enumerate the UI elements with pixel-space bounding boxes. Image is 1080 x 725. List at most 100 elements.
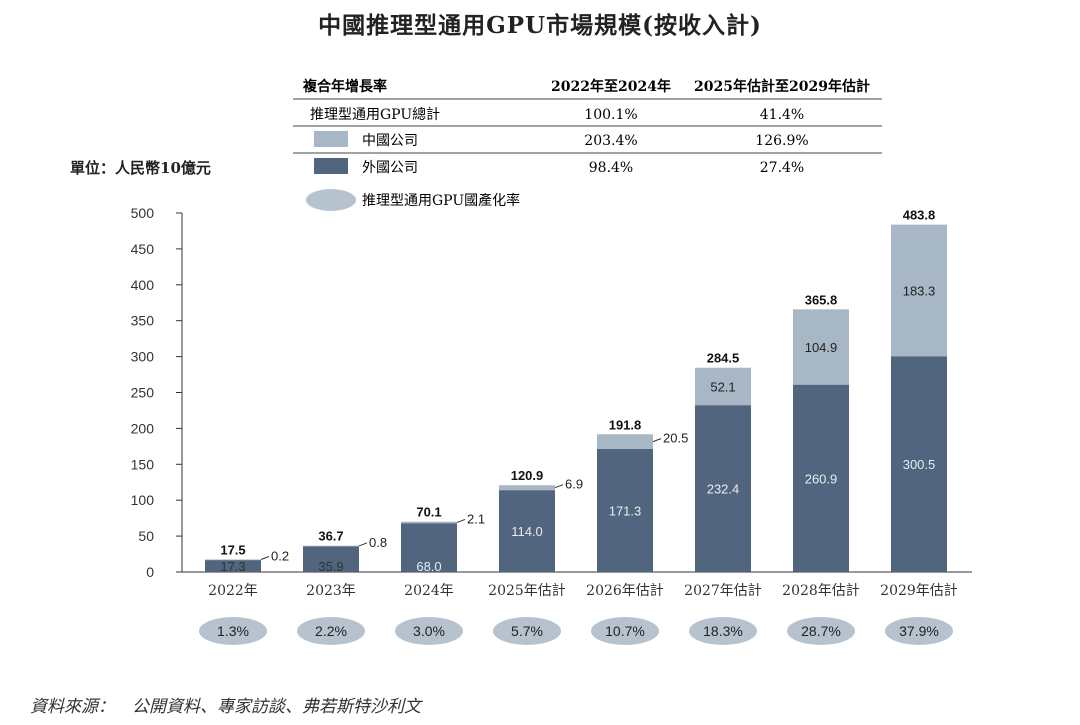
total-label: 36.7: [318, 529, 343, 544]
localization-rate-label: 2.2%: [315, 623, 347, 639]
x-tick-label: 2023年: [306, 583, 356, 599]
cagr-table: 複合年增長率 2022年至2024年 2025年估計至2029年估計 推理型通用…: [293, 78, 882, 211]
bar-domestic: [401, 521, 457, 524]
chart-title: 中國推理型通用GPU市場規模(按收入計): [318, 12, 762, 39]
bar-foreign: [205, 559, 261, 572]
x-tick-label: 2025年估計: [488, 583, 566, 599]
rate-legend-label: 推理型通用GPU國產化率: [362, 192, 520, 209]
x-tick-label: 2024年: [404, 583, 454, 599]
bar-foreign: [793, 384, 849, 572]
y-tick-label: 100: [131, 492, 155, 508]
x-tick-label: 2029年估計: [880, 583, 958, 599]
bar-domestic: [303, 545, 359, 547]
bar-foreign: [891, 356, 947, 572]
bar-domestic: [695, 367, 751, 406]
segment-label-domestic: 183.3: [903, 283, 936, 298]
segment-label-leader: [554, 484, 564, 489]
cagr-header-period2: 2025年估計至2029年估計: [694, 78, 870, 95]
segment-label-foreign: 171.3: [609, 504, 642, 519]
localization-rate-label: 3.0%: [413, 623, 445, 639]
unit-label: 單位：人民幣10億元: [70, 159, 211, 177]
total-label: 17.5: [220, 542, 245, 557]
localization-rate-pill: [493, 617, 561, 645]
y-tick-label: 350: [131, 313, 155, 329]
total-label: 120.9: [511, 468, 544, 483]
bar-domestic: [597, 434, 653, 450]
segment-label-leader: [456, 518, 466, 523]
localization-rate-pill: [689, 617, 757, 645]
segment-label-foreign: 232.4: [707, 482, 740, 497]
bar-domestic: [499, 485, 555, 491]
row-foreign-v2: 27.4%: [760, 160, 804, 176]
axes: [181, 213, 972, 573]
segment-label-leader: [652, 438, 662, 443]
segment-label-domestic: 0.2: [271, 549, 289, 564]
segment-label-foreign: 114.0: [511, 524, 543, 539]
bar-domestic: [205, 559, 261, 561]
localization-rate-pill: [297, 617, 365, 645]
domestic-swatch: [314, 131, 348, 147]
bar-domestic: [793, 309, 849, 385]
segment-label-domestic: 2.1: [467, 511, 485, 526]
localization-rate-label: 18.3%: [703, 623, 743, 639]
bar-foreign: [597, 449, 653, 572]
row-foreign-label: 外國公司: [362, 160, 418, 176]
y-tick-label: 450: [131, 241, 155, 257]
segment-label-leader: [358, 542, 368, 547]
foreign-swatch: [314, 158, 348, 174]
y-tick-label: 200: [131, 420, 155, 436]
rate-swatch: [306, 189, 356, 211]
segment-label-foreign: 68.0: [416, 559, 441, 574]
bar-foreign: [499, 490, 555, 572]
segment-label-leader: [260, 556, 270, 560]
y-ticks: 0 50 100 150 200 250 300 350 400 450 500: [131, 205, 182, 580]
row-foreign-v1: 98.4%: [589, 160, 633, 176]
y-tick-label: 250: [131, 385, 155, 401]
localization-rate-label: 28.7%: [801, 623, 841, 639]
y-tick-label: 300: [131, 349, 155, 365]
total-label: 483.8: [903, 208, 936, 223]
y-tick-label: 50: [138, 528, 154, 544]
bars: 17.3 0.2 17.5 2022年 1.3% 35.9 0.8 36.7 2023年 2.2%…: [199, 208, 958, 645]
cagr-header-label: 複合年增長率: [302, 78, 387, 95]
bar-foreign: [401, 523, 457, 572]
total-label: 70.1: [416, 505, 441, 520]
segment-label-domestic: 52.1: [710, 379, 735, 394]
total-label: 284.5: [707, 351, 740, 366]
x-tick-label: 2022年: [208, 583, 258, 599]
bar-domestic: [891, 224, 947, 357]
segment-label-foreign: 17.3: [220, 559, 245, 574]
row-total-v2: 41.4%: [760, 107, 804, 123]
segment-label-foreign: 35.9: [318, 559, 343, 574]
segment-label-domestic: 104.9: [805, 340, 838, 355]
y-tick-label: 150: [131, 456, 155, 472]
localization-rate-label: 37.9%: [899, 623, 939, 639]
bar-foreign: [303, 546, 359, 572]
localization-rate-pill: [591, 617, 659, 645]
y-tick-label: 0: [146, 564, 154, 580]
row-total-label: 推理型通用GPU總計: [310, 106, 440, 123]
row-domestic-v1: 203.4%: [584, 133, 637, 149]
localization-rate-pill: [885, 617, 953, 645]
source-note: 資料來源： 公開資料、專家訪談、弗若斯特沙利文: [30, 697, 421, 717]
row-domestic-v2: 126.9%: [755, 133, 808, 149]
row-domestic-label: 中國公司: [362, 133, 418, 149]
y-tick-label: 400: [131, 277, 155, 293]
total-label: 191.8: [609, 417, 642, 432]
localization-rate-label: 5.7%: [511, 623, 543, 639]
localization-rate-label: 10.7%: [605, 623, 645, 639]
segment-label-domestic: 0.8: [369, 535, 387, 550]
segment-label-foreign: 260.9: [805, 471, 838, 486]
segment-label-foreign: 300.5: [903, 457, 936, 472]
row-total-v1: 100.1%: [584, 107, 637, 123]
x-tick-label: 2028年估計: [782, 583, 860, 599]
x-tick-label: 2026年估計: [586, 583, 664, 599]
x-tick-label: 2027年估計: [684, 583, 762, 599]
localization-rate-pill: [395, 617, 463, 645]
segment-label-domestic: 6.9: [565, 477, 583, 492]
localization-rate-pill: [787, 617, 855, 645]
cagr-header-period1: 2022年至2024年: [551, 78, 671, 95]
localization-rate-pill: [199, 617, 267, 645]
y-tick-label: 500: [131, 205, 155, 221]
